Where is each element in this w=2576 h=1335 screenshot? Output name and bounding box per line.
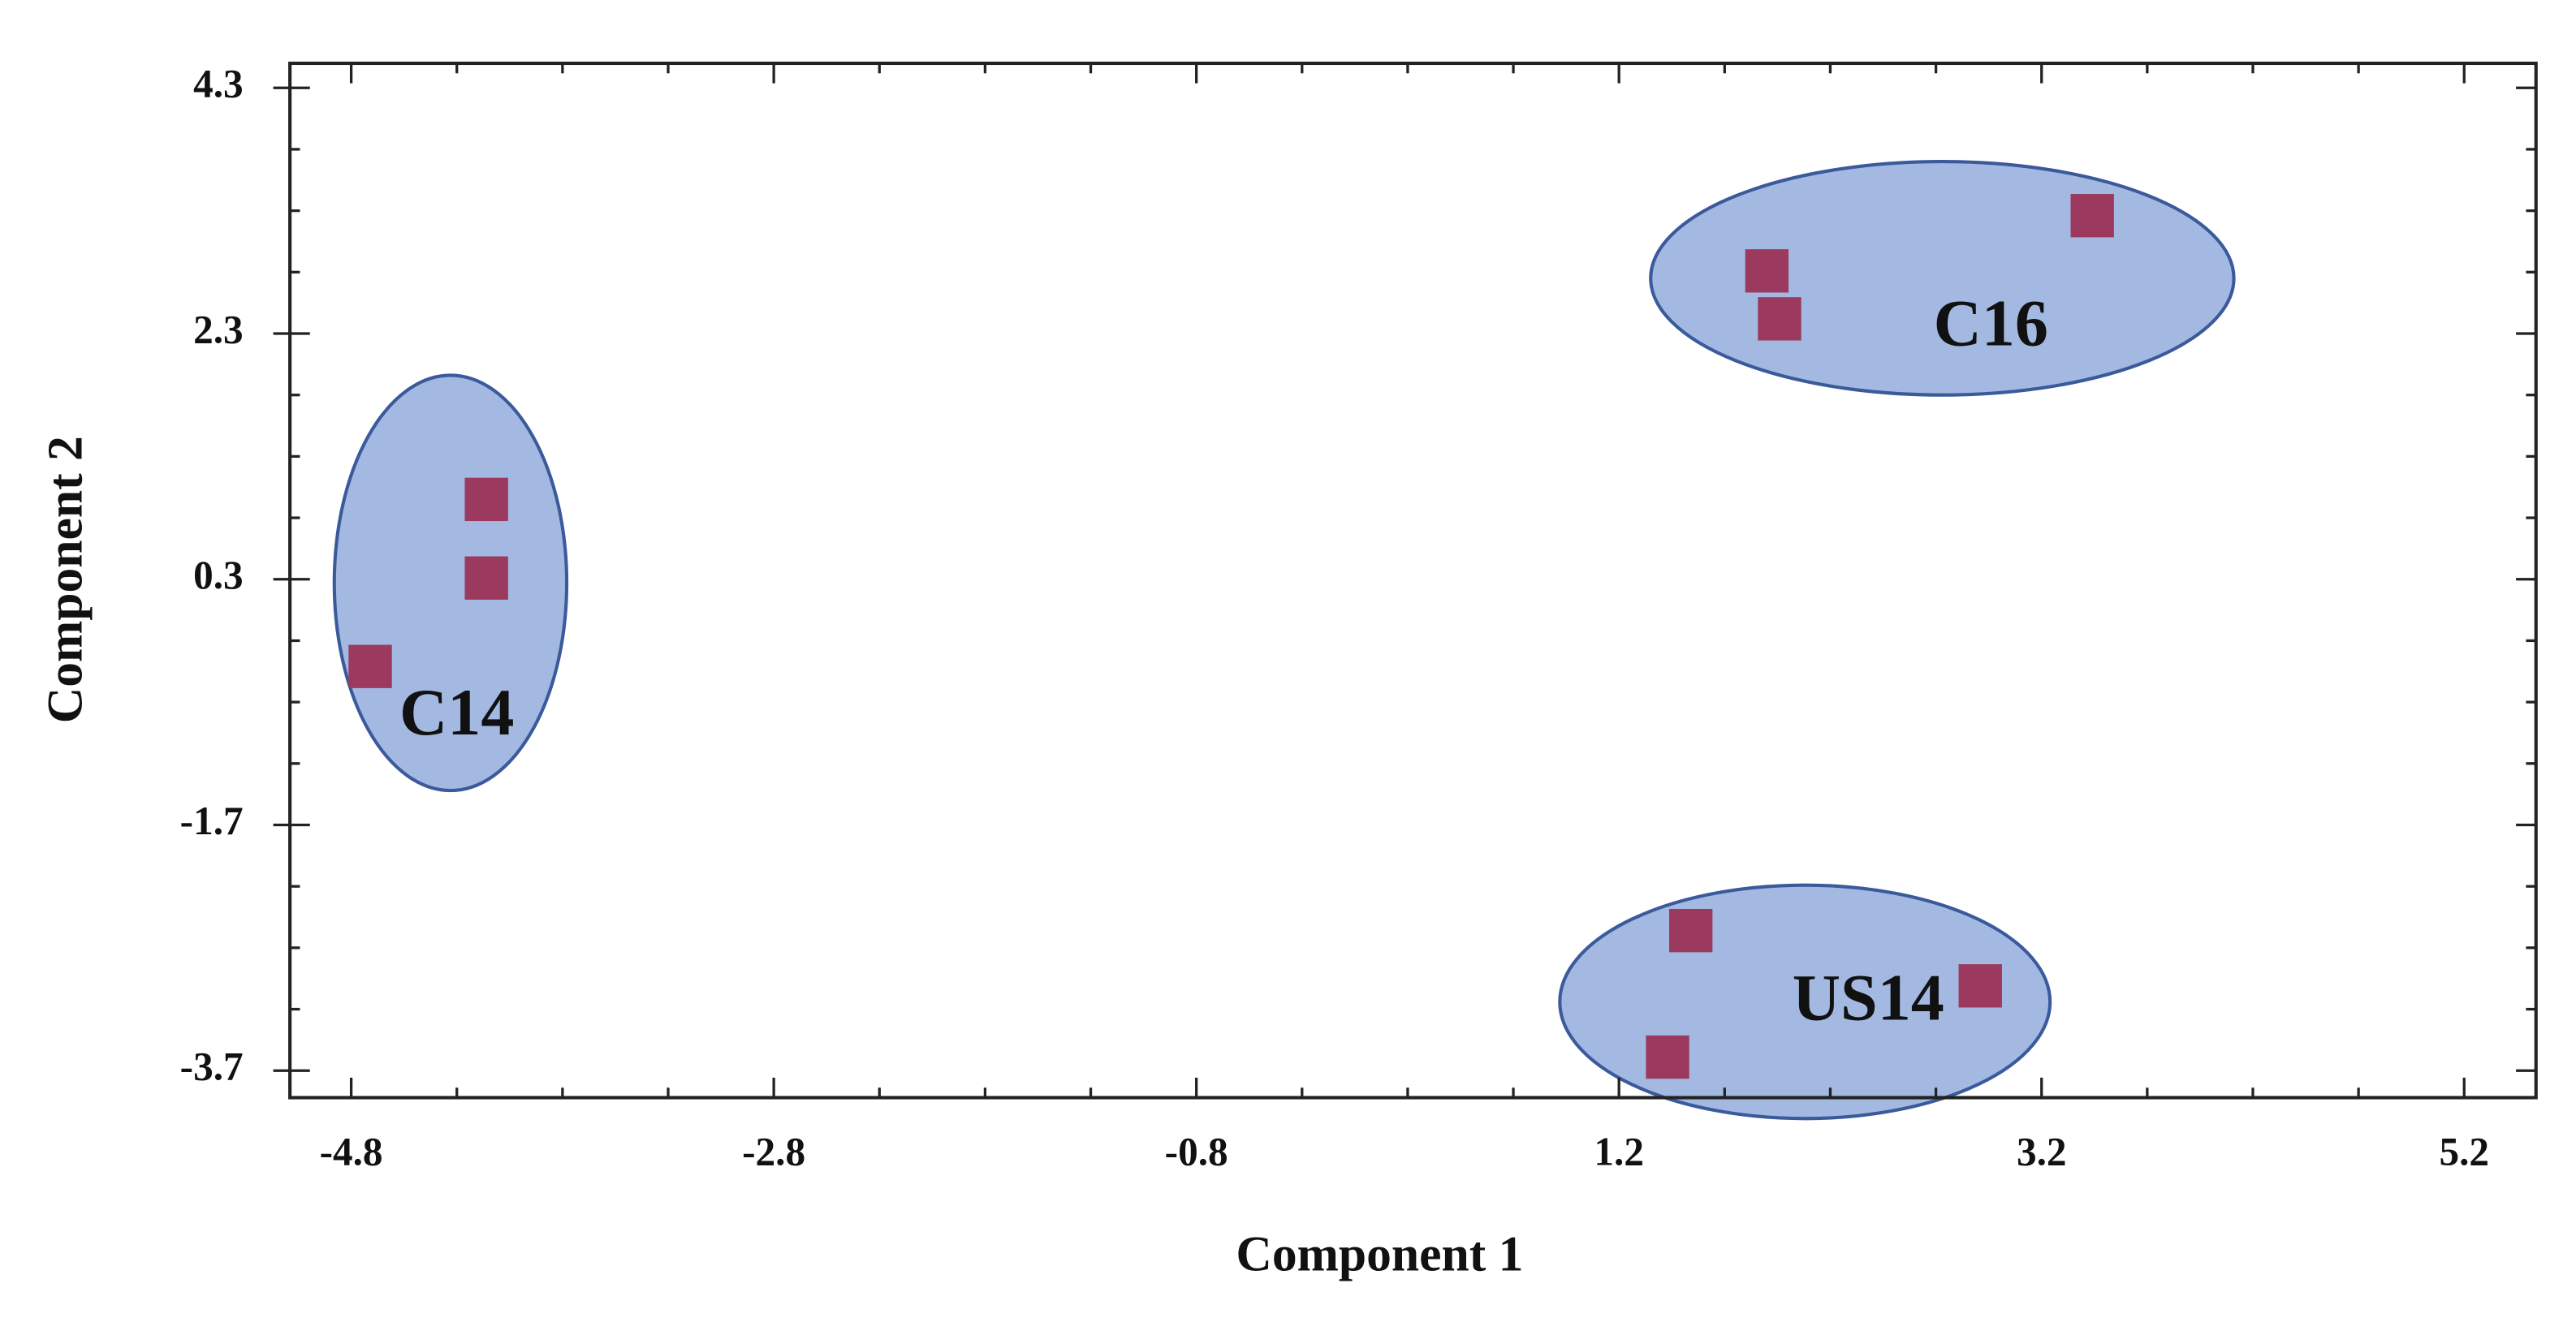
- point: [1668, 908, 1713, 953]
- point: [1958, 964, 2002, 1008]
- point: [464, 477, 508, 522]
- points: C14 C16 US14: [348, 194, 2114, 1079]
- x-tick-label: 1.2: [1594, 1130, 1644, 1174]
- x-tick-label: -4.8: [320, 1130, 383, 1174]
- ticks: -4.8 -2.8 -0.8 1.2 3.2 5.2 -3.7 -1.7 0.3 2.3 4.3: [180, 62, 2536, 1174]
- group-ellipse: [332, 373, 569, 793]
- y-tick-label: -3.7: [180, 1044, 244, 1089]
- y-tick-label: 2.3: [193, 307, 244, 351]
- group-label: C14: [399, 675, 514, 749]
- point: [2070, 194, 2114, 238]
- point: [1745, 249, 1789, 293]
- x-axis-title: Component 1: [1236, 1227, 1523, 1282]
- y-tick-label: -1.7: [180, 799, 244, 843]
- x-tick-label: 3.2: [2017, 1130, 2067, 1174]
- point: [1758, 297, 1801, 341]
- group-label: US14: [1793, 960, 1944, 1034]
- x-tick-label: -0.8: [1165, 1130, 1228, 1174]
- y-tick-label: 4.3: [193, 62, 244, 106]
- x-tick-label: 5.2: [2439, 1130, 2489, 1174]
- x-tick-label: -2.8: [742, 1130, 805, 1174]
- point: [348, 644, 392, 688]
- y-axis-title: Component 2: [37, 436, 93, 723]
- y-tick-label: 0.3: [193, 553, 244, 597]
- plot-frame: [288, 61, 2538, 1100]
- group-ellipse: [1649, 160, 2236, 397]
- point: [1646, 1035, 1689, 1079]
- point: [464, 556, 508, 600]
- group-label: C16: [1934, 286, 2048, 360]
